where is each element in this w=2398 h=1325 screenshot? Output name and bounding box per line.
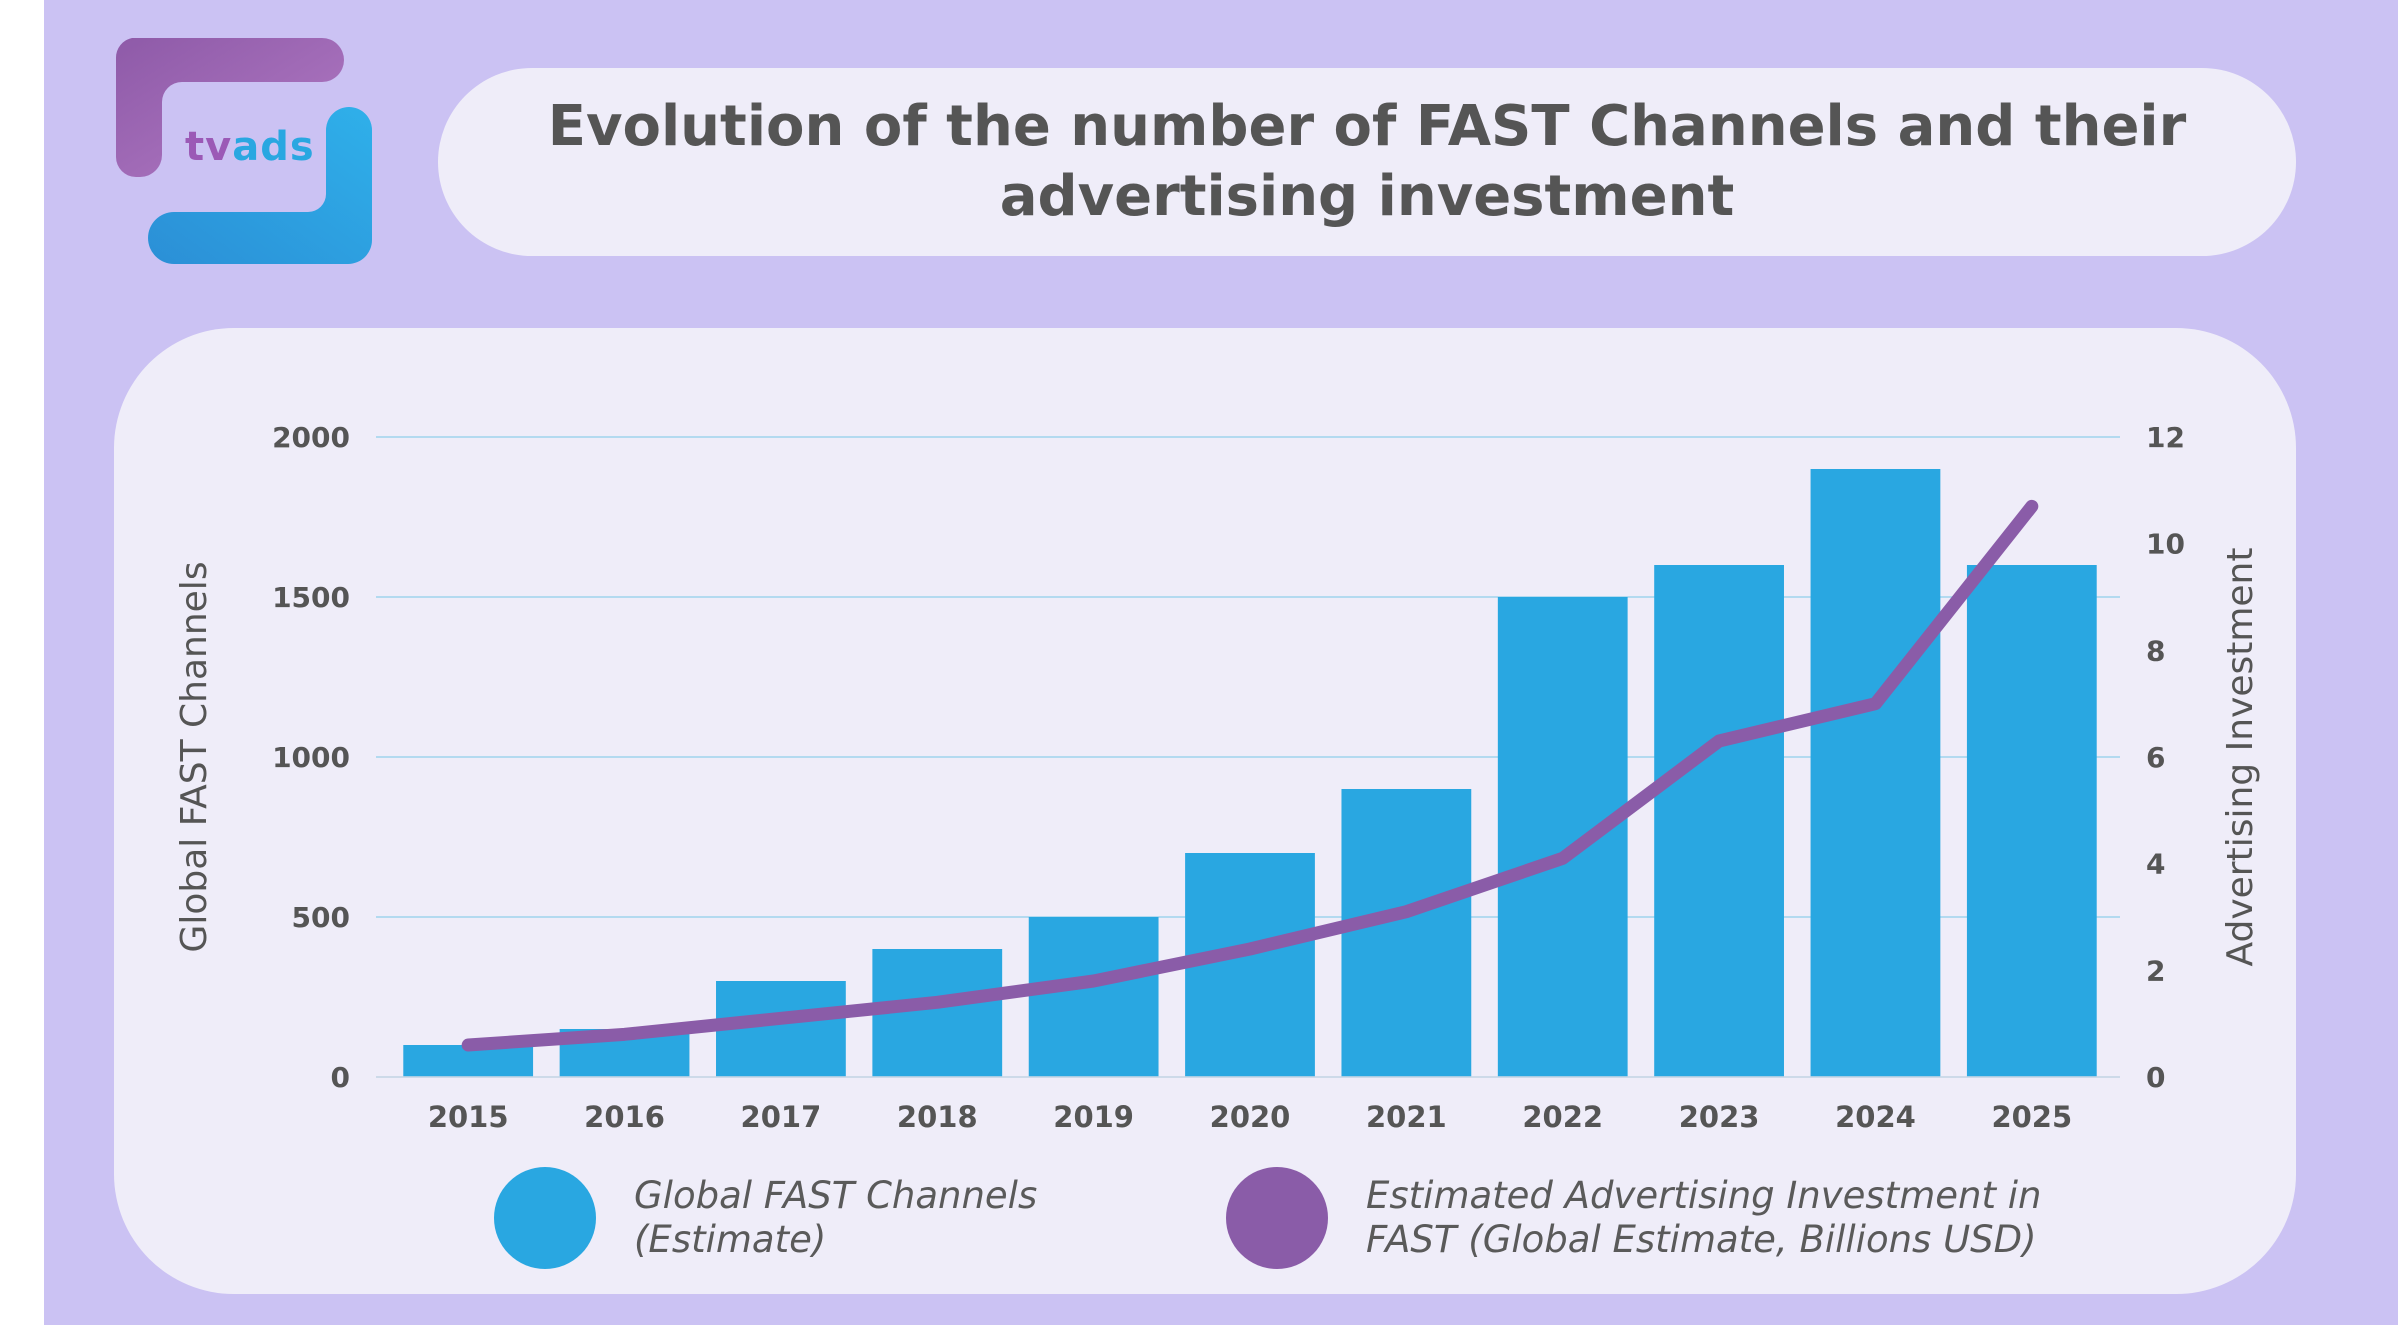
y2-tick-label: 6 [2146, 741, 2165, 774]
legend-label-channels: Global FAST Channels (Estimate) [634, 1174, 1037, 1262]
x-tick-label: 2018 [897, 1100, 978, 1134]
bar [1497, 597, 1628, 1077]
legend-swatch-bar [494, 1167, 596, 1269]
y2-tick-label: 4 [2146, 848, 2165, 881]
bar [1028, 917, 1159, 1077]
y-tick-label: 1500 [272, 581, 350, 614]
legend-label-investment: Estimated Advertising Investment in FAST… [1366, 1174, 2041, 1262]
x-tick-label: 2016 [584, 1100, 665, 1134]
legend-item-channels: Global FAST Channels (Estimate) [494, 1167, 1037, 1269]
x-tick-label: 2019 [1053, 1100, 1134, 1134]
title-banner: Evolution of the number of FAST Channels… [438, 68, 2296, 256]
legend-label-channels-line1: Global FAST Channels [634, 1174, 1038, 1217]
y-tick-label: 500 [292, 901, 350, 934]
logo-ads-text: ads [232, 124, 315, 170]
x-tick-label: 2017 [741, 1100, 822, 1134]
y2-tick-label: 0 [2146, 1061, 2165, 1094]
y2-tick-label: 2 [2146, 954, 2165, 987]
legend-label-channels-line2: (Estimate) [634, 1218, 827, 1261]
bar [1341, 789, 1472, 1077]
y-tick-label: 0 [331, 1061, 350, 1094]
y2-tick-label: 8 [2146, 634, 2165, 667]
x-tick-label: 2020 [1210, 1100, 1291, 1134]
bar [1185, 853, 1315, 1077]
y-axis-label: Global FAST Channels [174, 561, 215, 952]
investment-line [461, 499, 2039, 1052]
y-tick-label: 1000 [272, 741, 350, 774]
page-title: Evolution of the number of FAST Channels… [547, 94, 2187, 229]
x-tick-label: 2025 [1991, 1100, 2072, 1134]
legend-item-investment: Estimated Advertising Investment in FAST… [1226, 1167, 2041, 1269]
bar [1966, 565, 2097, 1077]
logo-wordmark: tvads [185, 124, 315, 170]
x-tick-label: 2023 [1679, 1100, 1760, 1134]
x-tick-label: 2022 [1522, 1100, 1603, 1134]
y-tick-label: 2000 [272, 421, 350, 454]
x-tick-label: 2015 [428, 1100, 509, 1134]
y2-tick-label: 10 [2146, 528, 2185, 561]
legend-label-investment-line1: Estimated Advertising Investment in [1366, 1174, 2042, 1217]
bar [1654, 565, 1784, 1077]
x-tick-label: 2024 [1835, 1100, 1916, 1134]
x-tick-label: 2021 [1366, 1100, 1447, 1134]
bar [1810, 469, 1941, 1077]
legend-swatch-line [1226, 1167, 1328, 1269]
y2-tick-label: 12 [2146, 421, 2185, 454]
legend-label-investment-line2: FAST (Global Estimate, Billions USD) [1366, 1218, 2037, 1261]
tvads-logo [112, 30, 392, 270]
logo-tv-text: tv [185, 124, 233, 170]
y2-axis-label: Advertising Investment [2220, 548, 2261, 967]
